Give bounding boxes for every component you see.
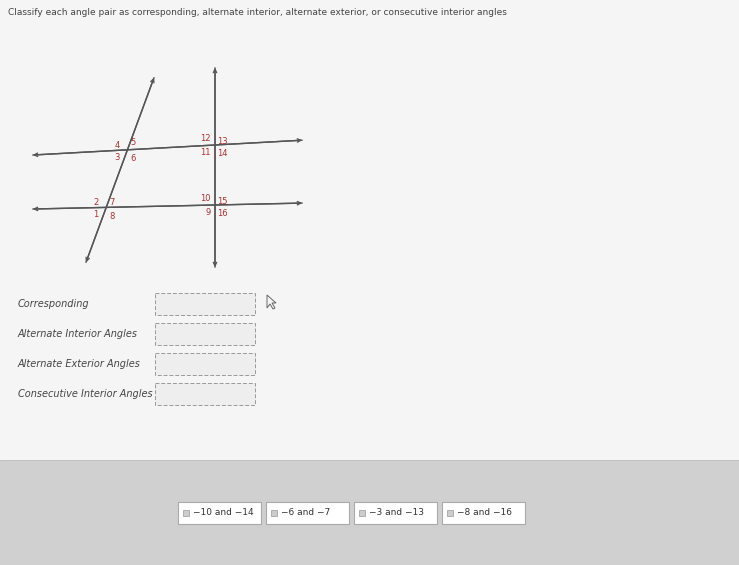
Text: Consecutive Interior Angles: Consecutive Interior Angles — [18, 389, 153, 399]
Text: 15: 15 — [217, 197, 228, 206]
Text: −6 and −7: −6 and −7 — [281, 508, 330, 517]
Text: 4: 4 — [115, 141, 120, 150]
Bar — [178, 502, 261, 524]
Text: 8: 8 — [109, 212, 115, 221]
Bar — [155, 353, 255, 375]
Text: −10 and −14: −10 and −14 — [193, 508, 253, 517]
Bar — [447, 510, 453, 515]
Text: 9: 9 — [205, 208, 211, 217]
Text: 13: 13 — [217, 137, 228, 146]
Bar — [155, 383, 255, 405]
Text: 10: 10 — [200, 194, 211, 203]
Text: −8 and −16: −8 and −16 — [457, 508, 512, 517]
Bar — [155, 323, 255, 345]
Text: Corresponding: Corresponding — [18, 299, 89, 309]
Text: Alternate Interior Angles: Alternate Interior Angles — [18, 329, 138, 339]
Text: 12: 12 — [200, 134, 211, 143]
Text: 1: 1 — [93, 210, 98, 219]
Bar — [354, 502, 437, 524]
Text: 11: 11 — [200, 147, 211, 157]
Text: 14: 14 — [217, 149, 228, 158]
Text: Alternate Exterior Angles: Alternate Exterior Angles — [18, 359, 141, 369]
Text: −3 and −13: −3 and −13 — [369, 508, 424, 517]
Bar — [271, 510, 277, 515]
Bar — [183, 510, 189, 515]
Bar — [442, 502, 525, 524]
Text: 7: 7 — [109, 198, 115, 207]
Text: 5: 5 — [131, 138, 136, 147]
Text: 6: 6 — [131, 154, 136, 163]
Text: 2: 2 — [93, 198, 98, 207]
Text: 3: 3 — [114, 153, 120, 162]
Text: 16: 16 — [217, 209, 228, 218]
Bar — [266, 502, 349, 524]
Bar — [0, 460, 739, 565]
Text: Classify each angle pair as corresponding, alternate interior, alternate exterio: Classify each angle pair as correspondin… — [8, 8, 507, 17]
Bar — [359, 510, 365, 515]
Bar — [155, 293, 255, 315]
